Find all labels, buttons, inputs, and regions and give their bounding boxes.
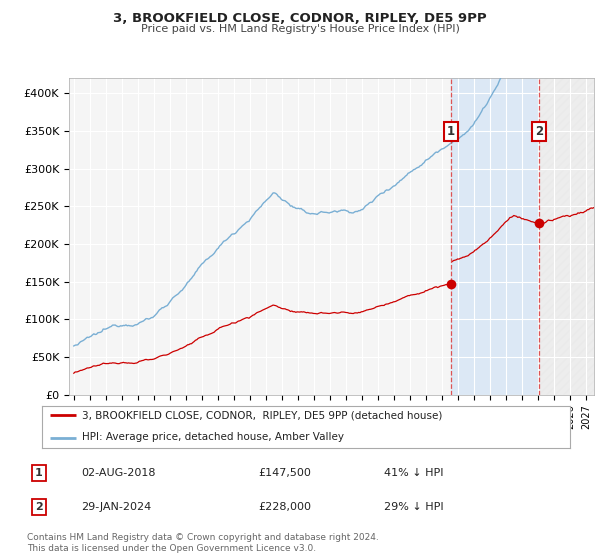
Bar [451,78,539,395]
Text: 3, BROOKFIELD CLOSE, CODNOR,  RIPLEY, DE5 9PP (detached house): 3, BROOKFIELD CLOSE, CODNOR, RIPLEY, DE5… [82,410,442,420]
Text: 41% ↓ HPI: 41% ↓ HPI [384,468,443,478]
Text: 3, BROOKFIELD CLOSE, CODNOR, RIPLEY, DE5 9PP: 3, BROOKFIELD CLOSE, CODNOR, RIPLEY, DE5… [113,12,487,25]
Text: HPI: Average price, detached house, Amber Valley: HPI: Average price, detached house, Ambe… [82,432,344,442]
Text: Contains HM Land Registry data © Crown copyright and database right 2024.
This d: Contains HM Land Registry data © Crown c… [27,533,379,553]
Text: 1: 1 [447,125,455,138]
Text: 29% ↓ HPI: 29% ↓ HPI [384,502,443,512]
Bar [539,78,594,395]
Text: 29-JAN-2024: 29-JAN-2024 [81,502,151,512]
Text: 2: 2 [535,125,544,138]
Text: Price paid vs. HM Land Registry's House Price Index (HPI): Price paid vs. HM Land Registry's House … [140,24,460,34]
Text: £228,000: £228,000 [258,502,311,512]
Text: 1: 1 [35,468,43,478]
Text: £147,500: £147,500 [258,468,311,478]
Text: 02-AUG-2018: 02-AUG-2018 [81,468,155,478]
Text: 2: 2 [35,502,43,512]
